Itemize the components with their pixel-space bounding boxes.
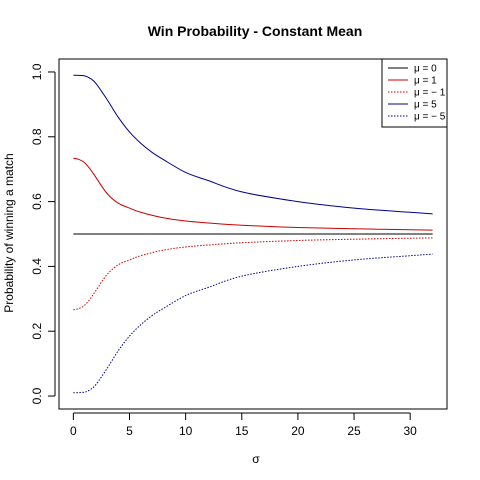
x-tick-label: 25 [347,424,361,438]
x-tick-label: 10 [179,424,193,438]
y-tick-label: 0.4 [30,258,44,275]
x-tick-label: 20 [291,424,305,438]
x-tick-label: 5 [126,424,133,438]
plot-area [73,74,433,394]
x-axis-label: σ [252,452,260,466]
plot-frame [58,58,448,410]
series-line-3 [73,74,433,215]
legend-label: μ = − 1 [414,88,446,99]
y-axis-label: Probability of winning a match [2,153,16,312]
series-line-2 [73,237,433,311]
legend-label: μ = 1 [414,76,437,87]
x-tick-label: 15 [235,424,249,438]
axes: 0 5 10 15 20 25 30 0.0 0.2 0.4 0.6 0.8 1.0 [30,58,448,438]
y-tick-label: 0.2 [30,323,44,340]
legend-label: μ = 0 [414,64,437,75]
x-tick-label: 30 [403,424,417,438]
y-tick-label: 0.0 [30,387,44,404]
y-tick-label: 1.0 [30,63,44,80]
y-tick-label: 0.8 [30,128,44,145]
series-line-4 [73,253,433,394]
legend-label: μ = 5 [414,100,437,111]
legend: μ = 0μ = 1μ = − 1μ = 5μ = − 5 [381,58,448,128]
chart-title: Win Probability - Constant Mean [148,23,363,39]
y-tick-label: 0.6 [30,193,44,210]
x-tick-label: 0 [70,424,77,438]
series-line-1 [73,157,433,231]
legend-label: μ = − 5 [414,112,446,123]
legend-box [381,58,448,128]
